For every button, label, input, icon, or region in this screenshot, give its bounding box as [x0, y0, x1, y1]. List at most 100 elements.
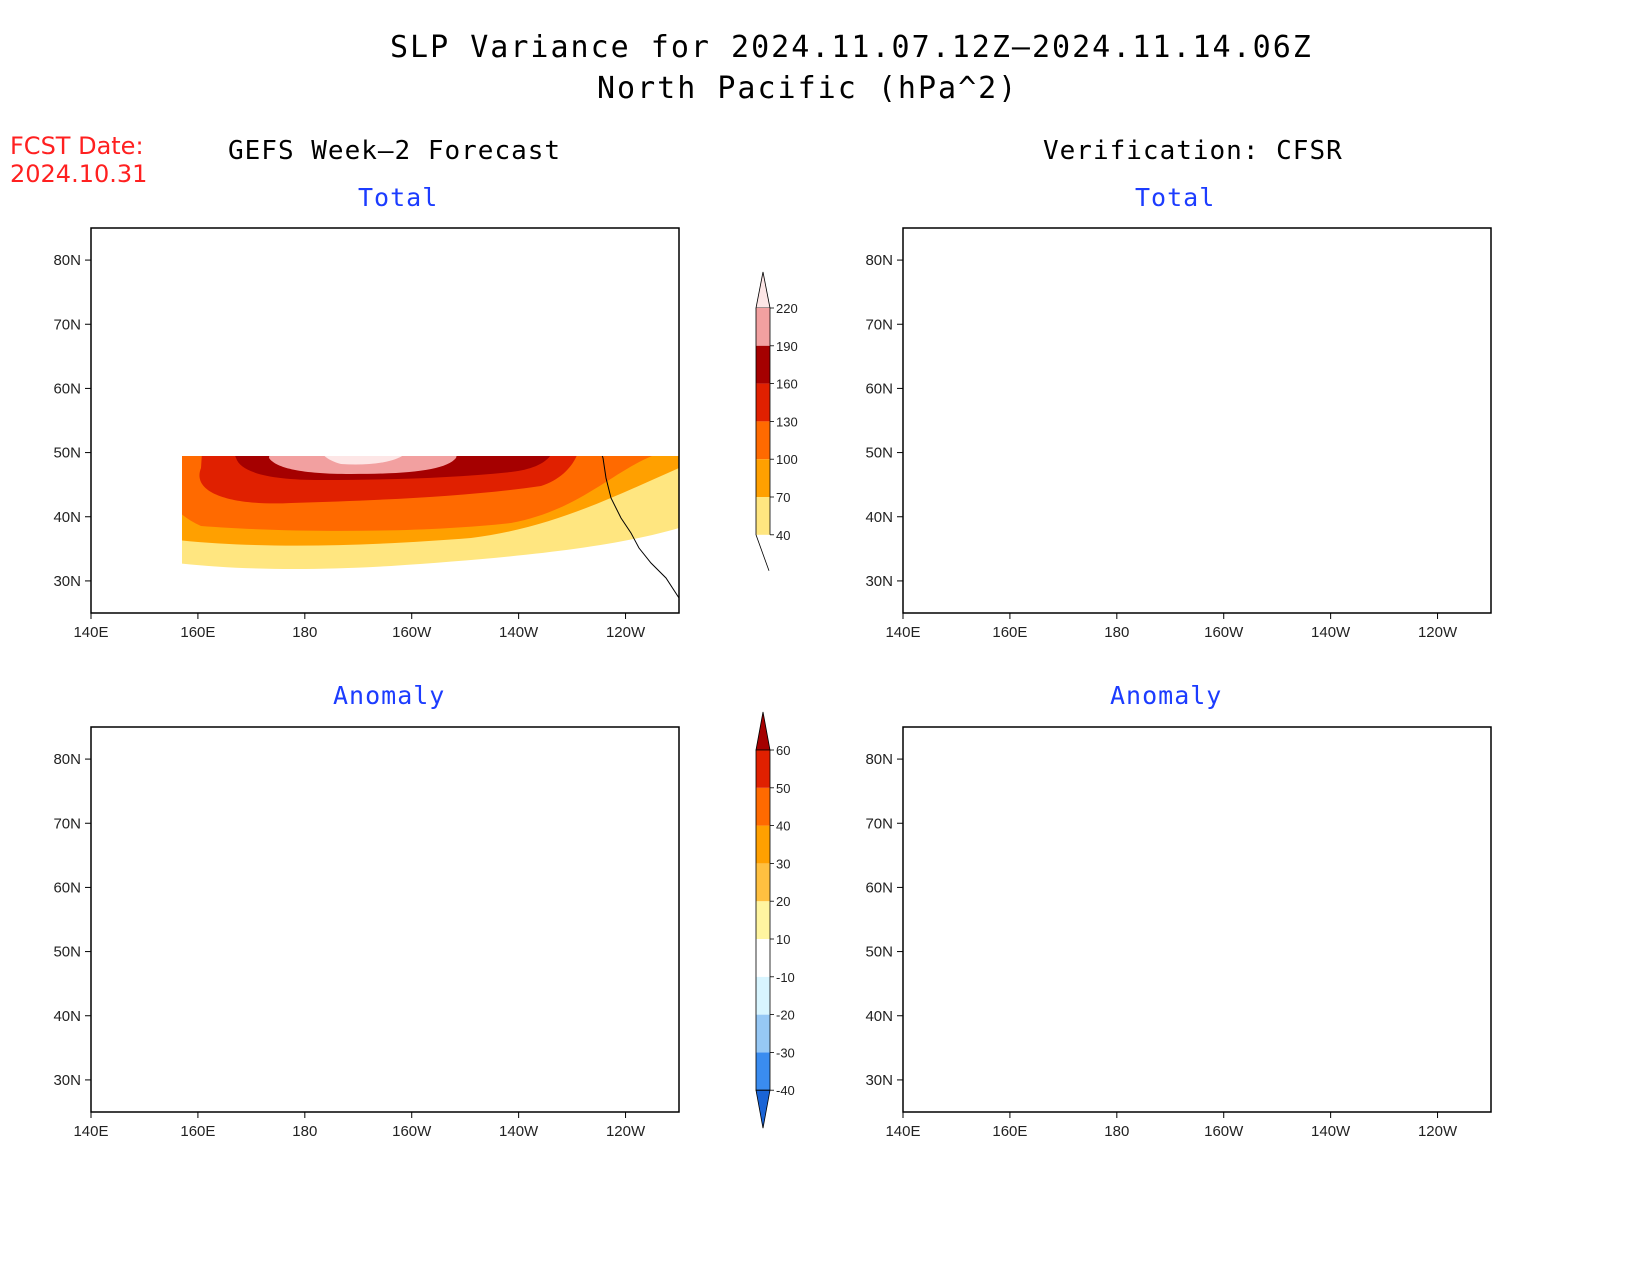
cfsr-anomaly-panel — [902, 726, 1492, 1113]
lat-tick-label: 70N — [865, 815, 893, 832]
gefs-anomaly-panel — [90, 726, 680, 1113]
fcst-date-label: FCST Date: — [10, 132, 144, 160]
left-column-title: GEFS Week–2 Forecast — [228, 136, 562, 166]
cfsr-anomaly-title: Anomaly — [1110, 681, 1223, 710]
lon-tick-label: 140E — [885, 624, 920, 641]
colorbar-anomaly-label: 50 — [776, 781, 790, 796]
colorbar-anomaly-label: -40 — [776, 1083, 795, 1098]
lon-tick-label: 140W — [1311, 624, 1351, 641]
colorbar-anomaly-top-extension — [755, 711, 771, 751]
lat-tick-label: 50N — [53, 944, 81, 961]
lat-tick-label: 70N — [865, 316, 893, 333]
colorbar-anomaly-segment — [756, 825, 770, 864]
lon-tick-label: 120W — [1418, 624, 1458, 641]
lat-tick-label: 50N — [865, 944, 893, 961]
lon-tick-label: 160W — [1204, 1123, 1244, 1140]
gefs-total-panel — [90, 227, 680, 614]
lat-tick-label: 60N — [53, 879, 81, 896]
lon-tick-label: 140E — [885, 1123, 920, 1140]
colorbar-anomaly-label: 40 — [776, 819, 790, 834]
lon-tick-label: 140W — [499, 1123, 539, 1140]
colorbar-anomaly-segment — [756, 787, 770, 826]
colorbar-anomaly-segment — [756, 939, 770, 977]
lat-tick-label: 40N — [865, 1008, 893, 1025]
lon-tick-label: 160E — [992, 1123, 1027, 1140]
axis-ticks: 140E 160E 180 160W 140W 120W 80N 70N 60N 50N 40N 30… — [53, 252, 1458, 1140]
lat-tick-label: 70N — [53, 815, 81, 832]
lon-tick-label: 120W — [606, 1123, 646, 1140]
figure-title: SLP Variance for 2024.11.07.12Z–2024.11.… — [390, 30, 1313, 65]
colorbar-total-segment — [756, 383, 770, 422]
colorbar-total-label: 40 — [776, 528, 790, 543]
lat-tick-label: 60N — [53, 380, 81, 397]
colorbar-anomaly-label: 60 — [776, 743, 790, 758]
colorbar-total-label: 220 — [776, 301, 798, 316]
colorbar-anomaly-label: -10 — [776, 970, 795, 985]
lon-tick-label: 180 — [1104, 624, 1129, 641]
fcst-date-value: 2024.10.31 — [10, 160, 148, 188]
lat-tick-label: 30N — [865, 1072, 893, 1089]
colorbar-total-label: 100 — [776, 452, 798, 467]
lon-tick-label: 180 — [1104, 1123, 1129, 1140]
colorbar-anomaly-segment — [756, 750, 770, 788]
lat-tick-label: 50N — [865, 445, 893, 462]
lon-tick-label: 140W — [499, 624, 539, 641]
lat-tick-label: 40N — [53, 509, 81, 526]
lon-tick-label: 180 — [292, 624, 317, 641]
colorbar-anomaly-segment — [756, 901, 770, 939]
colorbar-total-label: 160 — [776, 377, 798, 392]
cfsr-total-panel — [902, 227, 1492, 614]
lon-tick-label: 140W — [1311, 1123, 1351, 1140]
lon-tick-label: 140E — [73, 624, 108, 641]
colorbar-total-segment — [756, 421, 770, 460]
lon-tick-label: 160E — [180, 624, 215, 641]
lat-tick-label: 70N — [53, 316, 81, 333]
colorbar-total-top-extension — [755, 271, 771, 309]
colorbar-total-label: 130 — [776, 414, 798, 429]
colorbar-anomaly-label: 30 — [776, 856, 790, 871]
lat-tick-label: 80N — [865, 751, 893, 768]
lon-tick-label: 160W — [392, 1123, 432, 1140]
lat-tick-label: 40N — [53, 1008, 81, 1025]
lon-tick-label: 160W — [392, 624, 432, 641]
lat-tick-label: 30N — [53, 1072, 81, 1089]
colorbar-total-segment — [756, 308, 770, 346]
colorbar-total-segment — [756, 459, 770, 497]
colorbar-anomaly-label: 20 — [776, 894, 790, 909]
colorbar-anomaly-segment — [756, 863, 770, 902]
colorbar-anomaly-label: -20 — [776, 1008, 795, 1023]
colorbar-anomaly-label: 10 — [776, 932, 790, 947]
lon-tick-label: 160E — [180, 1123, 215, 1140]
colorbar-total-label: 70 — [776, 490, 790, 505]
colorbar-anomaly-bottom-extension — [755, 1089, 771, 1129]
lat-tick-label: 80N — [865, 252, 893, 269]
colorbar-anomaly-label: -30 — [776, 1045, 795, 1060]
colorbar-total-label: 190 — [776, 339, 798, 354]
lat-tick-label: 60N — [865, 879, 893, 896]
colorbar-total-segment — [756, 345, 770, 384]
lon-tick-label: 120W — [606, 624, 646, 641]
colorbar-anomaly-segment — [756, 976, 770, 1015]
colorbar-total-outline — [755, 308, 770, 571]
lat-tick-label: 80N — [53, 751, 81, 768]
lat-tick-label: 40N — [865, 509, 893, 526]
lon-tick-label: 160W — [1204, 624, 1244, 641]
lon-tick-label: 180 — [292, 1123, 317, 1140]
lon-tick-label: 160E — [992, 624, 1027, 641]
colorbar-anomaly-segment — [756, 1014, 770, 1053]
colorbar-anomaly-segment — [756, 1052, 770, 1091]
colorbar-anomaly: -40 -30 -20 -10 10 20 30 40 50 60 — [755, 711, 795, 1129]
lat-tick-label: 60N — [865, 380, 893, 397]
lat-tick-label: 50N — [53, 445, 81, 462]
cfsr-total-title: Total — [1135, 183, 1216, 212]
lat-tick-label: 30N — [865, 573, 893, 590]
lat-tick-label: 30N — [53, 573, 81, 590]
colorbar-anomaly-outline — [755, 749, 771, 1091]
lat-tick-label: 80N — [53, 252, 81, 269]
right-column-title: Verification: CFSR — [1043, 136, 1343, 166]
gefs-anomaly-title: Anomaly — [333, 681, 446, 710]
colorbar-total: 40 70 100 130 160 190 220 — [755, 271, 798, 571]
lon-tick-label: 140E — [73, 1123, 108, 1140]
figure-subtitle: North Pacific (hPa^2) — [597, 71, 1019, 106]
